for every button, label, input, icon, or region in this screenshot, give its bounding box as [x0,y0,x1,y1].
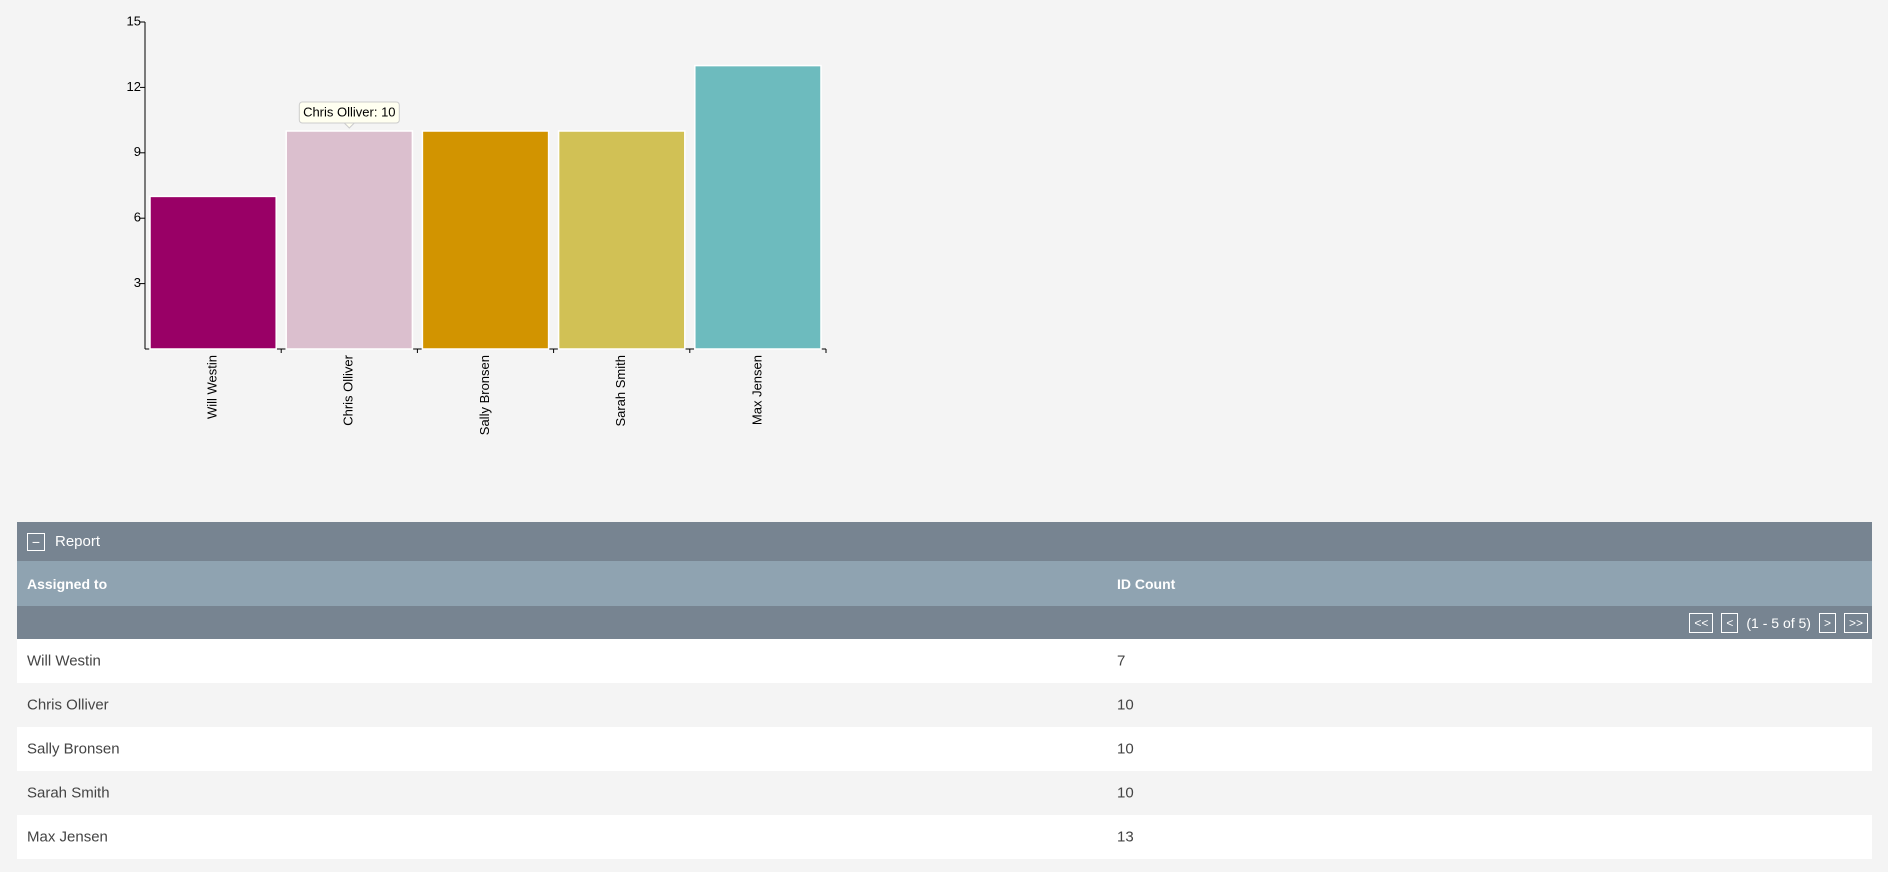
report-header: − Report [17,522,1872,561]
prev-page-button[interactable]: < [1721,612,1739,633]
last-page-button[interactable]: >> [1843,612,1868,633]
page-status: (1 - 5 of 5) [1746,614,1811,631]
chart: 3 6 9 12 15 Will Westin Chris Olliver Sally Bro… [127,13,827,435]
table-cell: 7 [1117,652,1126,670]
table-row: Sally Bronsen 10 [17,727,1872,771]
bar [421,130,550,350]
pagination: << < (1 - 5 of 5) > >> [17,606,1872,639]
table-cell: Chris Olliver [27,696,109,714]
bar [557,130,686,350]
table-cell: Will Westin [27,652,101,670]
y-tick-label: 12 [127,79,141,94]
report-title: Report [55,533,101,550]
next-page-button[interactable]: > [1818,612,1836,633]
bar [149,195,277,350]
x-tick-label: Will Westin [205,355,220,419]
x-tick-label: Max Jensen [749,355,764,425]
y-tick-label: 3 [134,275,141,290]
table-cell: 10 [1117,784,1134,802]
table-cell: 10 [1117,696,1134,714]
table-cell: 13 [1117,828,1134,846]
first-page-button[interactable]: << [1689,612,1714,633]
tooltip: Chris Olliver: 10 [303,104,395,119]
report: − Report Assigned to ID Count << < (1 - … [17,522,1872,859]
table-cell: Sarah Smith [27,784,110,802]
column-header[interactable]: Assigned to [27,575,108,592]
tooltip-arrow [343,122,356,129]
bar [285,130,414,350]
column-header-row: Assigned to ID Count [17,561,1872,606]
y-tick-label: 15 [127,13,141,28]
table-row: Chris Olliver 10 [17,683,1872,727]
collapse-button[interactable]: − [27,532,45,551]
bar [694,64,822,350]
y-tick-label: 6 [134,210,141,225]
table-body: Will Westin 7 Chris Olliver 10 Sally Bronsen… [17,639,1872,859]
column-header[interactable]: ID Count [1117,575,1176,592]
table-row: Will Westin 7 [17,639,1872,683]
table-cell: Max Jensen [27,828,108,846]
x-tick-label: Sally Bronsen [477,355,492,435]
table-row: Sarah Smith 10 [17,771,1872,815]
table-cell: 10 [1117,740,1134,758]
x-tick-label: Sarah Smith [613,355,628,427]
table-cell: Sally Bronsen [27,740,120,758]
y-tick-label: 9 [134,144,141,159]
x-tick-label: Chris Olliver [341,354,356,425]
table-row: Max Jensen 13 [17,815,1872,859]
